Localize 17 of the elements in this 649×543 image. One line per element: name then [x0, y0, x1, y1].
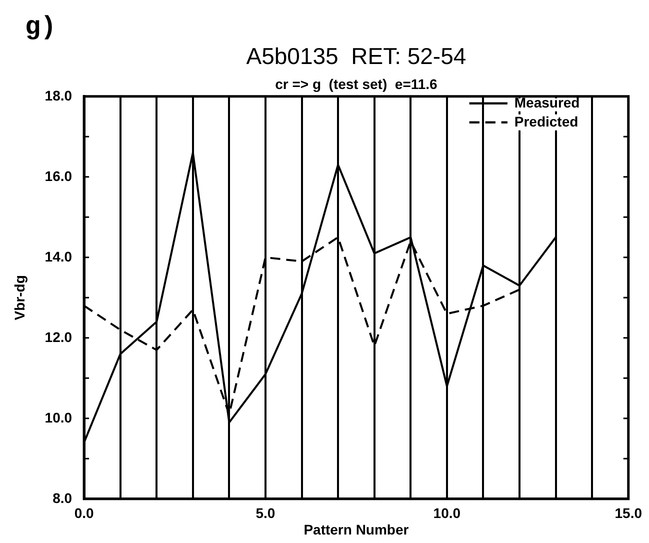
x-tick-label: 5.0	[256, 505, 276, 522]
y-tick-label: 12.0	[44, 328, 72, 345]
x-tick-label: 15.0	[614, 505, 642, 522]
y-axis-title: Vbr-dg	[11, 275, 28, 320]
y-tick-label: 16.0	[44, 168, 72, 184]
legend-label: Measured	[514, 94, 580, 110]
y-tick-label: 8.0	[52, 490, 72, 506]
legend-label: Predicted	[514, 113, 578, 130]
x-tick-label: 0.0	[74, 505, 94, 522]
chart-title: A5b0135 RET: 52-54	[246, 43, 466, 70]
y-tick-label: 18.0	[44, 87, 72, 104]
y-tick-label: 10.0	[44, 409, 72, 426]
x-axis-title: Pattern Number	[304, 521, 410, 538]
y-tick-label: 14.0	[44, 248, 72, 264]
x-tick-label: 10.0	[433, 505, 461, 522]
chart-subtitle: cr => g (test set) e=11.6	[275, 76, 438, 92]
text: g)	[25, 12, 56, 42]
